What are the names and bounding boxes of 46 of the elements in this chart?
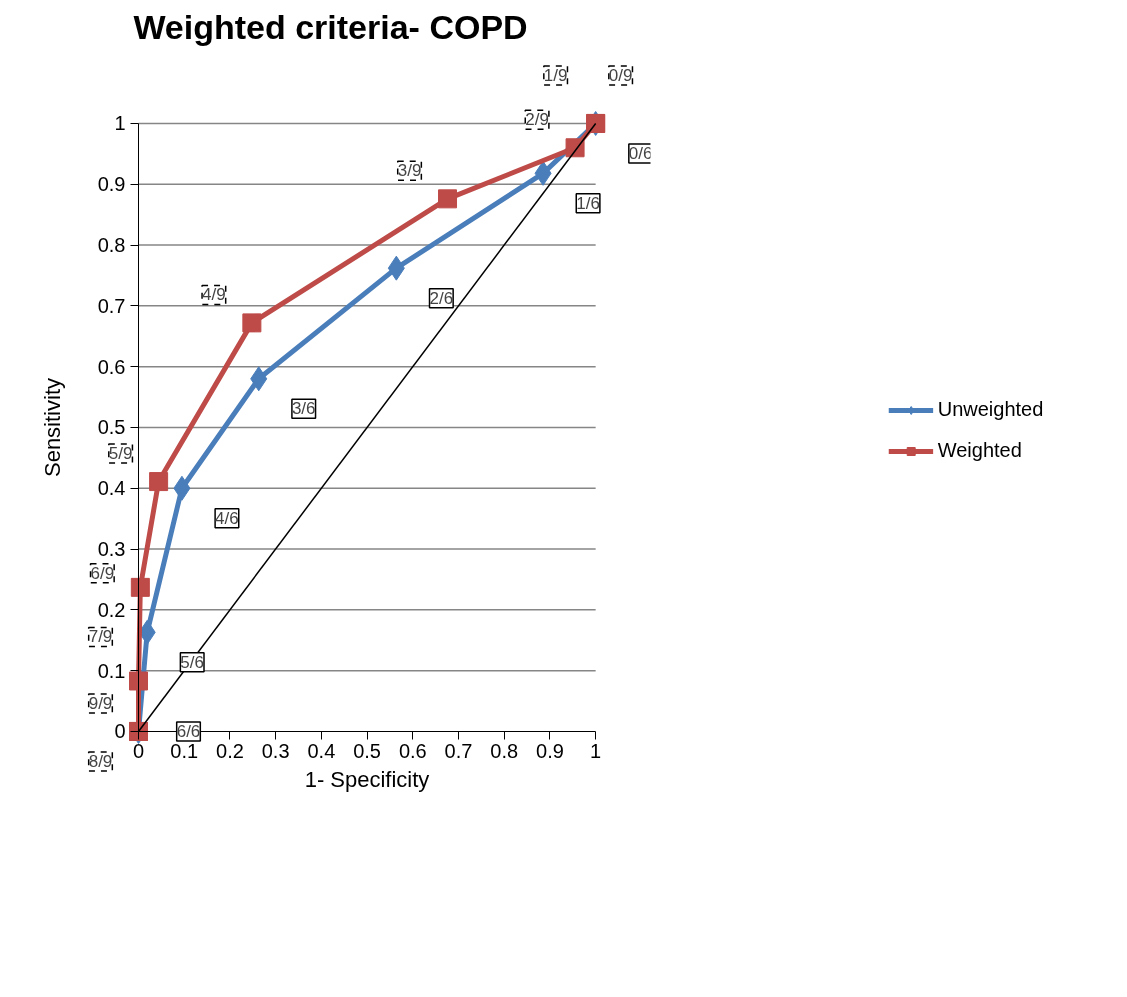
x-tick-label: 0.8 (490, 740, 519, 763)
point (565, 138, 585, 158)
annotation: 5/6 (180, 652, 205, 672)
annotation: 6/9 (90, 563, 115, 583)
y-tick-label: 0.2 (97, 598, 126, 621)
y-tick-label: 1 (114, 112, 126, 135)
annotation: 8/9 (88, 751, 113, 771)
y-axis-title: Sensitivity (39, 377, 65, 478)
point (149, 472, 169, 492)
annotation: 3/9 (397, 161, 422, 181)
annotation: 5/9 (108, 444, 133, 464)
point (130, 577, 150, 597)
x-tick-label: 0.3 (261, 740, 290, 763)
point (438, 189, 458, 209)
y-tick-label: 0.9 (97, 173, 126, 196)
x-tick-label: 0.5 (353, 740, 381, 763)
y-tick-label: 0.3 (97, 538, 126, 561)
x-tick-label: 0.7 (444, 740, 473, 763)
x-tick-label: 1 (590, 740, 602, 763)
annotation: 3/6 (291, 399, 316, 419)
y-tick-label: 0.1 (97, 659, 126, 682)
x-tick-label: 0.1 (170, 740, 199, 763)
point (242, 313, 262, 333)
y-tick-label: 0.4 (97, 477, 126, 500)
annotation: 0/9 (608, 65, 633, 85)
chart-title: Weighted criteria- COPD (133, 7, 528, 46)
annotation: 1/9 (543, 65, 568, 85)
x-tick-label: 0 (132, 740, 145, 763)
y-tick-label: 0.8 (97, 234, 126, 257)
legend-label: Unweighted (937, 398, 1044, 421)
x-tick-label: 0.9 (536, 740, 564, 763)
legend-label: Weighted (937, 439, 1022, 462)
y-tick-label: 0.6 (97, 355, 126, 378)
annotation: 2/9 (525, 110, 549, 130)
point (129, 671, 148, 691)
y-tick-label: 0.5 (97, 416, 126, 439)
annotation: 4/9 (202, 285, 226, 305)
annotation: 9/9 (88, 693, 113, 713)
annotation: 1/6 (576, 193, 600, 213)
x-tick-label: 0.4 (307, 740, 336, 763)
y-tick-label: 0 (114, 720, 126, 743)
y-tick-label: 0.7 (97, 294, 126, 317)
x-tick-label: 0.6 (398, 740, 427, 763)
x-tick-label: 0.2 (216, 740, 244, 763)
x-axis-title: 1- Specificity (304, 766, 430, 792)
annotation: 7/9 (88, 627, 113, 647)
